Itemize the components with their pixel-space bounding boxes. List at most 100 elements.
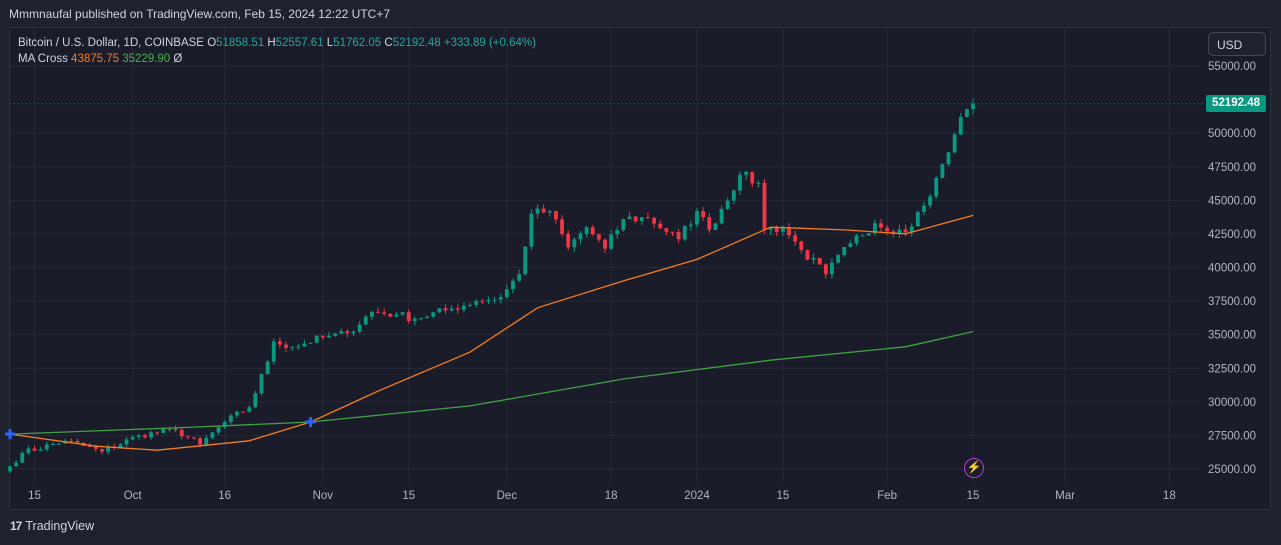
candle-down bbox=[762, 182, 767, 230]
candle-down bbox=[676, 231, 681, 240]
candle-up bbox=[370, 311, 374, 317]
last-price-label: 52192.48 bbox=[1206, 95, 1266, 112]
candle-up bbox=[412, 318, 417, 322]
y-tick-label: 50000.00 bbox=[1208, 128, 1256, 140]
candle-down bbox=[320, 335, 325, 338]
x-tick-label: Feb bbox=[877, 490, 897, 502]
x-tick-label: 15 bbox=[967, 490, 980, 502]
ma-fast-line bbox=[9, 214, 974, 451]
candle-down bbox=[284, 344, 288, 348]
x-tick-label: Nov bbox=[313, 490, 334, 502]
candle-up bbox=[719, 208, 724, 224]
ma-fast-value: 43875.75 bbox=[71, 53, 120, 65]
candle-down bbox=[664, 228, 669, 232]
candle-up bbox=[161, 428, 166, 433]
candle-up bbox=[621, 219, 626, 231]
candle-up bbox=[357, 324, 362, 332]
candle-up bbox=[842, 246, 847, 255]
candle-up bbox=[130, 436, 135, 440]
candle-up bbox=[780, 227, 785, 232]
ma-slow-value: 35229.90 bbox=[122, 53, 171, 65]
y-tick-label: 42500.00 bbox=[1208, 229, 1256, 241]
ma-extra-symbol: Ø bbox=[173, 53, 183, 65]
candle-up bbox=[695, 211, 699, 225]
x-tick-label: 16 bbox=[218, 490, 231, 502]
candle-up bbox=[394, 314, 399, 317]
open-label: O bbox=[207, 37, 217, 49]
candle-down bbox=[799, 241, 804, 251]
candle-up bbox=[228, 415, 233, 422]
candle-up bbox=[971, 103, 975, 109]
candle-up bbox=[271, 341, 276, 362]
candle-down bbox=[382, 312, 387, 314]
x-tick-label: 18 bbox=[1163, 490, 1176, 502]
candle-down bbox=[670, 231, 675, 233]
candle-down bbox=[560, 219, 564, 234]
candle-up bbox=[492, 299, 497, 301]
candle-up bbox=[731, 190, 736, 201]
candle-up bbox=[14, 462, 19, 467]
candle-down bbox=[793, 235, 798, 242]
candle-down bbox=[646, 217, 650, 219]
candle-up bbox=[517, 274, 522, 281]
candle-down bbox=[590, 227, 595, 235]
candle-down bbox=[701, 211, 706, 218]
y-tick-label: 27500.00 bbox=[1208, 430, 1256, 442]
candle-down bbox=[774, 227, 779, 232]
candle-up bbox=[725, 200, 730, 209]
y-tick-label: 40000.00 bbox=[1208, 263, 1256, 275]
published-header: Mmmnaufal published on TradingView.com, … bbox=[9, 7, 390, 21]
chart-legend: Bitcoin / U.S. Dollar, 1D, COINBASE O518… bbox=[18, 35, 536, 67]
low-label: L bbox=[326, 37, 334, 49]
candle-down bbox=[879, 223, 883, 228]
candle-down bbox=[277, 341, 282, 345]
candle-up bbox=[854, 235, 859, 244]
indicator-name[interactable]: MA Cross bbox=[18, 53, 68, 65]
candle-up bbox=[572, 239, 577, 248]
candle-up bbox=[247, 407, 252, 412]
candle-up bbox=[437, 308, 442, 313]
candle-down bbox=[93, 446, 98, 449]
currency-button[interactable]: USD bbox=[1208, 32, 1266, 56]
candle-down bbox=[885, 227, 890, 232]
candle-up bbox=[688, 224, 693, 226]
x-tick-label: 18 bbox=[605, 490, 618, 502]
candle-down bbox=[179, 430, 184, 437]
candle-down bbox=[480, 301, 485, 303]
candle-down bbox=[69, 440, 74, 442]
candle-down bbox=[155, 432, 160, 434]
candle-down bbox=[652, 217, 656, 224]
x-tick-label: Mar bbox=[1055, 490, 1075, 502]
candle-up bbox=[934, 178, 939, 197]
candle-up bbox=[222, 421, 227, 428]
candle-down bbox=[787, 227, 791, 236]
symbol-name[interactable]: Bitcoin / U.S. Dollar, 1D, COINBASE bbox=[18, 37, 204, 49]
candle-up bbox=[738, 174, 742, 191]
candle-up bbox=[38, 449, 43, 451]
candle-down bbox=[633, 216, 638, 222]
candle-up bbox=[468, 304, 472, 306]
candle-down bbox=[75, 440, 80, 443]
candle-up bbox=[744, 171, 748, 175]
candle-down bbox=[903, 229, 908, 233]
close-label: C bbox=[384, 37, 393, 49]
candle-up bbox=[333, 333, 338, 336]
candle-up bbox=[44, 444, 49, 450]
candle-up bbox=[922, 205, 926, 212]
candle-up bbox=[290, 346, 295, 348]
candle-up bbox=[523, 246, 528, 275]
tradingview-brand[interactable]: 17 TradingView bbox=[10, 519, 94, 533]
y-tick-label: 30000.00 bbox=[1208, 397, 1256, 409]
candle-down bbox=[376, 311, 380, 313]
candle-down bbox=[750, 171, 755, 184]
x-tick-label: Dec bbox=[497, 490, 518, 502]
candle-down bbox=[87, 445, 92, 447]
candle-up bbox=[928, 196, 933, 206]
candle-up bbox=[259, 374, 264, 394]
y-tick-label: 37500.00 bbox=[1208, 296, 1256, 308]
lightning-icon[interactable]: ⚡ bbox=[964, 458, 984, 478]
candle-down bbox=[707, 217, 712, 230]
candle-up bbox=[535, 208, 540, 214]
candle-up bbox=[363, 316, 368, 325]
